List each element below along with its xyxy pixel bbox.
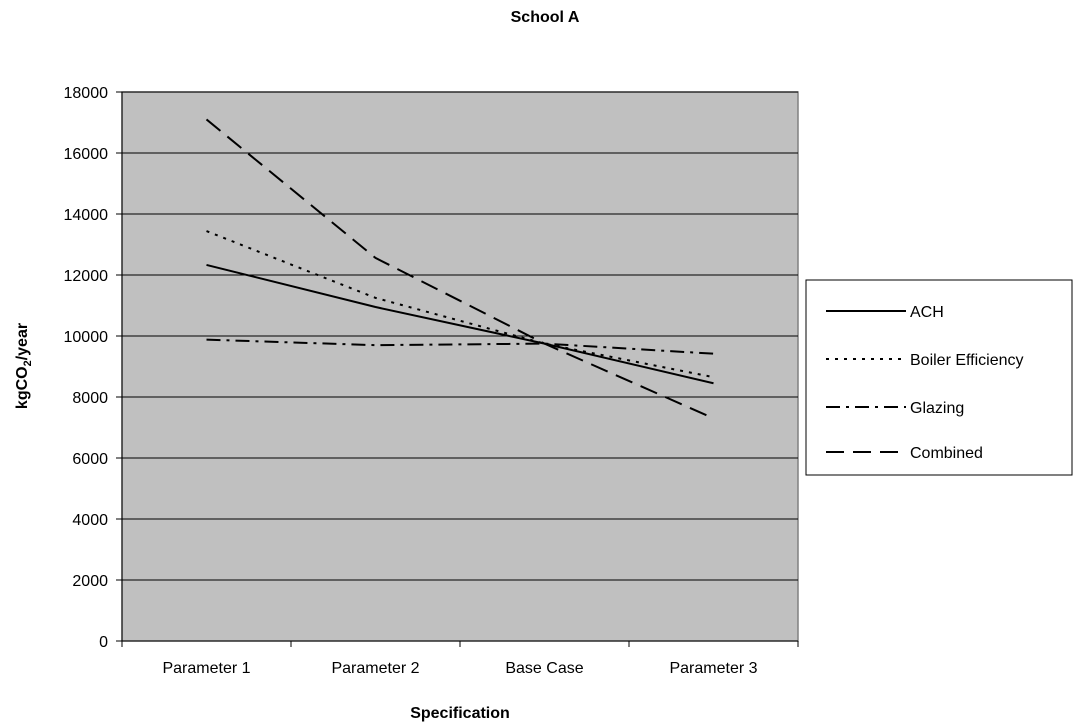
y-axis-title: kgCO2/year xyxy=(14,323,34,409)
y-axis-title-subscript: 2 xyxy=(22,360,34,366)
x-tick-label: Parameter 1 xyxy=(162,660,250,677)
y-tick-label: 18000 xyxy=(64,85,109,102)
series-line-combined xyxy=(205,118,714,420)
series-line-boiler-efficiency xyxy=(206,230,714,379)
y-tick-label: 16000 xyxy=(64,146,109,163)
x-axis: Parameter 1 Parameter 2 Base Case Parameter… xyxy=(121,640,799,677)
y-axis-title-main: kgCO xyxy=(14,366,31,409)
y-tick-label: 6000 xyxy=(72,451,108,468)
y-tick-label: 14000 xyxy=(64,207,109,224)
x-axis-title: Specification xyxy=(410,705,510,722)
chart-title: School A xyxy=(511,9,580,26)
y-axis-title-suffix: /year xyxy=(14,323,31,360)
y-tick-label: 12000 xyxy=(64,268,109,285)
legend-label: Boiler Efficiency xyxy=(910,352,1024,369)
y-tick-label: 8000 xyxy=(72,390,108,407)
legend-label: ACH xyxy=(910,304,944,321)
legend: ACH Boiler Efficiency Glazing Combined xyxy=(805,279,1073,476)
series-line-glazing xyxy=(206,338,714,355)
series-line-ach xyxy=(206,263,714,385)
plot-area xyxy=(121,91,799,642)
x-tick-label: Parameter 2 xyxy=(331,660,419,677)
legend-label: Glazing xyxy=(910,400,964,417)
x-tick-label: Parameter 3 xyxy=(669,660,757,677)
y-tick-label: 10000 xyxy=(64,329,109,346)
y-tick-label: 0 xyxy=(99,634,108,651)
x-tick-label: Base Case xyxy=(505,660,583,677)
legend-box xyxy=(805,279,1073,476)
legend-label: Combined xyxy=(910,445,983,462)
y-tick-label: 2000 xyxy=(72,573,108,590)
y-axis: 0 2000 4000 6000 8000 10000 12000 14000 16000 180… xyxy=(64,85,123,651)
y-tick-label: 4000 xyxy=(72,512,108,529)
gridlines xyxy=(122,91,798,581)
series-lines xyxy=(205,118,714,420)
